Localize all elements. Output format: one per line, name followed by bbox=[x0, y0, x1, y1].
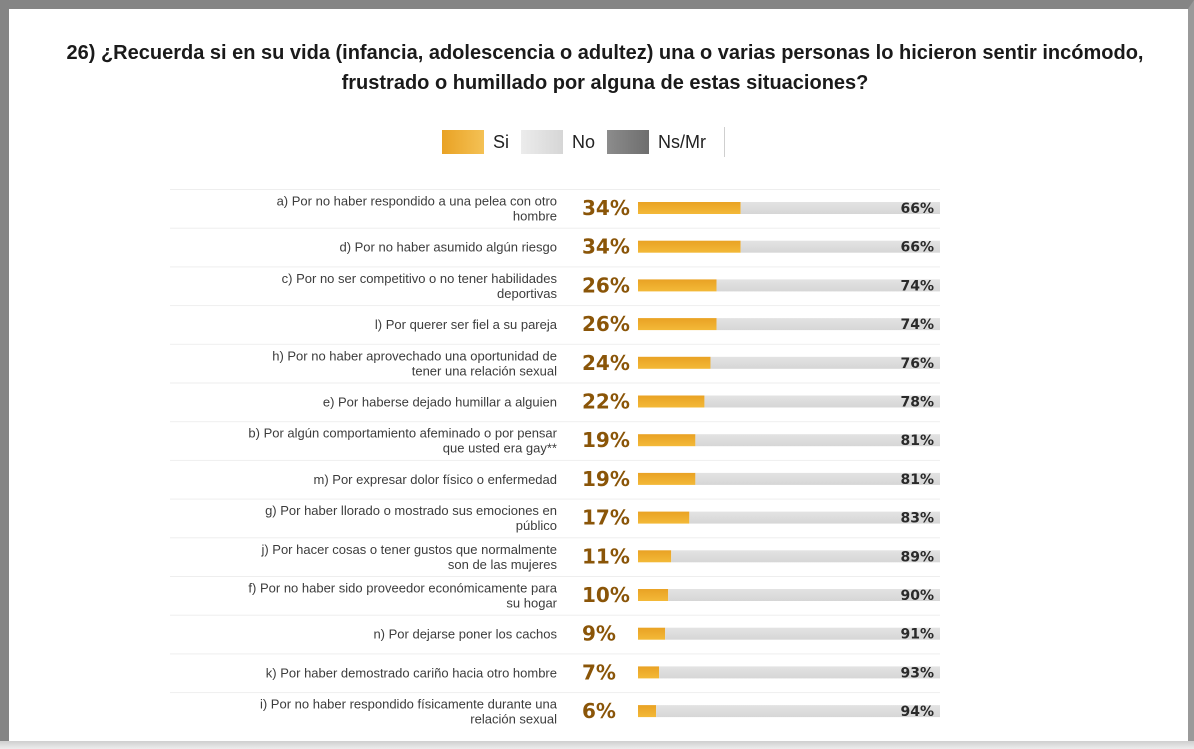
data-label-si: 6% bbox=[582, 699, 616, 723]
bar-si bbox=[638, 241, 741, 253]
data-label-no: 66% bbox=[900, 240, 934, 256]
category-label: f) Por no haber sido proveedor económica… bbox=[248, 581, 557, 611]
category-label: c) Por no ser competitivo o no tener hab… bbox=[282, 271, 558, 301]
row-divider bbox=[170, 344, 940, 345]
data-label-si: 10% bbox=[582, 583, 630, 607]
data-label-no: 66% bbox=[900, 201, 934, 217]
data-label-si: 26% bbox=[582, 273, 630, 297]
data-label-si: 34% bbox=[582, 235, 630, 259]
data-label-no: 89% bbox=[900, 549, 934, 565]
category-label: g) Por haber llorado o mostrado sus emoc… bbox=[265, 503, 557, 533]
row-divider bbox=[170, 383, 940, 384]
data-label-no: 81% bbox=[900, 433, 934, 449]
data-label-si: 9% bbox=[582, 622, 616, 646]
bar-si bbox=[638, 550, 671, 562]
row-divider bbox=[170, 305, 940, 306]
data-label-no: 83% bbox=[900, 511, 934, 527]
plot-area: a) Por no haber respondido a una pelea c… bbox=[170, 189, 940, 727]
bar-si bbox=[638, 628, 665, 640]
data-label-si: 26% bbox=[582, 312, 630, 336]
row-divider bbox=[170, 653, 940, 654]
bar-si bbox=[638, 705, 656, 717]
row-divider bbox=[170, 576, 940, 577]
data-label-si: 19% bbox=[582, 428, 630, 452]
category-label: i) Por no haber respondido físicamente d… bbox=[260, 697, 558, 727]
data-label-si: 7% bbox=[582, 660, 616, 684]
category-label: b) Por algún comportamiento afeminado o … bbox=[248, 426, 557, 456]
row-divider bbox=[170, 421, 940, 422]
data-label-si: 19% bbox=[582, 467, 630, 491]
category-label: m) Por expresar dolor físico o enfermeda… bbox=[314, 472, 558, 487]
data-label-no: 94% bbox=[900, 704, 934, 720]
category-label: j) Por hacer cosas o tener gustos que no… bbox=[260, 542, 557, 572]
bar-si bbox=[638, 396, 704, 408]
data-label-no: 76% bbox=[900, 356, 934, 372]
bar-si bbox=[638, 434, 695, 446]
category-label: e) Por haberse dejado humillar a alguien bbox=[323, 395, 557, 410]
data-label-no: 74% bbox=[900, 317, 934, 333]
bar-no bbox=[659, 666, 940, 678]
data-label-si: 24% bbox=[582, 351, 630, 375]
data-label-no: 81% bbox=[900, 472, 934, 488]
bar-si bbox=[638, 589, 668, 601]
bar-si bbox=[638, 512, 689, 524]
bar-no bbox=[656, 705, 940, 717]
category-label: l) Por querer ser fiel a su pareja bbox=[375, 317, 558, 332]
category-label: k) Por haber demostrado cariño hacia otr… bbox=[266, 665, 557, 680]
bar-no bbox=[668, 589, 940, 601]
data-label-no: 78% bbox=[900, 395, 934, 411]
row-divider bbox=[170, 228, 940, 229]
category-label: n) Por dejarse poner los cachos bbox=[373, 627, 557, 642]
category-label: h) Por no haber aprovechado una oportuni… bbox=[272, 348, 557, 378]
data-label-no: 90% bbox=[900, 588, 934, 604]
row-divider bbox=[170, 460, 940, 461]
bar-si bbox=[638, 357, 710, 369]
category-label: a) Por no haber respondido a una pelea c… bbox=[277, 194, 557, 224]
data-label-si: 17% bbox=[582, 506, 630, 530]
category-label: d) Por no haber asumido algún riesgo bbox=[339, 240, 557, 255]
row-divider bbox=[170, 499, 940, 500]
row-divider bbox=[170, 189, 940, 190]
row-divider bbox=[170, 615, 940, 616]
bar-si bbox=[638, 473, 695, 485]
data-label-si: 11% bbox=[582, 544, 630, 568]
data-label-no: 74% bbox=[900, 278, 934, 294]
row-divider bbox=[170, 537, 940, 538]
row-divider bbox=[170, 266, 940, 267]
data-label-si: 34% bbox=[582, 196, 630, 220]
data-label-si: 22% bbox=[582, 390, 630, 414]
bar-si bbox=[638, 318, 717, 330]
data-label-no: 91% bbox=[900, 627, 934, 643]
bar-si bbox=[638, 202, 741, 214]
row-divider bbox=[170, 692, 940, 693]
bar-si bbox=[638, 279, 717, 291]
bar-si bbox=[638, 666, 659, 678]
data-label-no: 93% bbox=[900, 665, 934, 681]
bar-no bbox=[665, 628, 940, 640]
